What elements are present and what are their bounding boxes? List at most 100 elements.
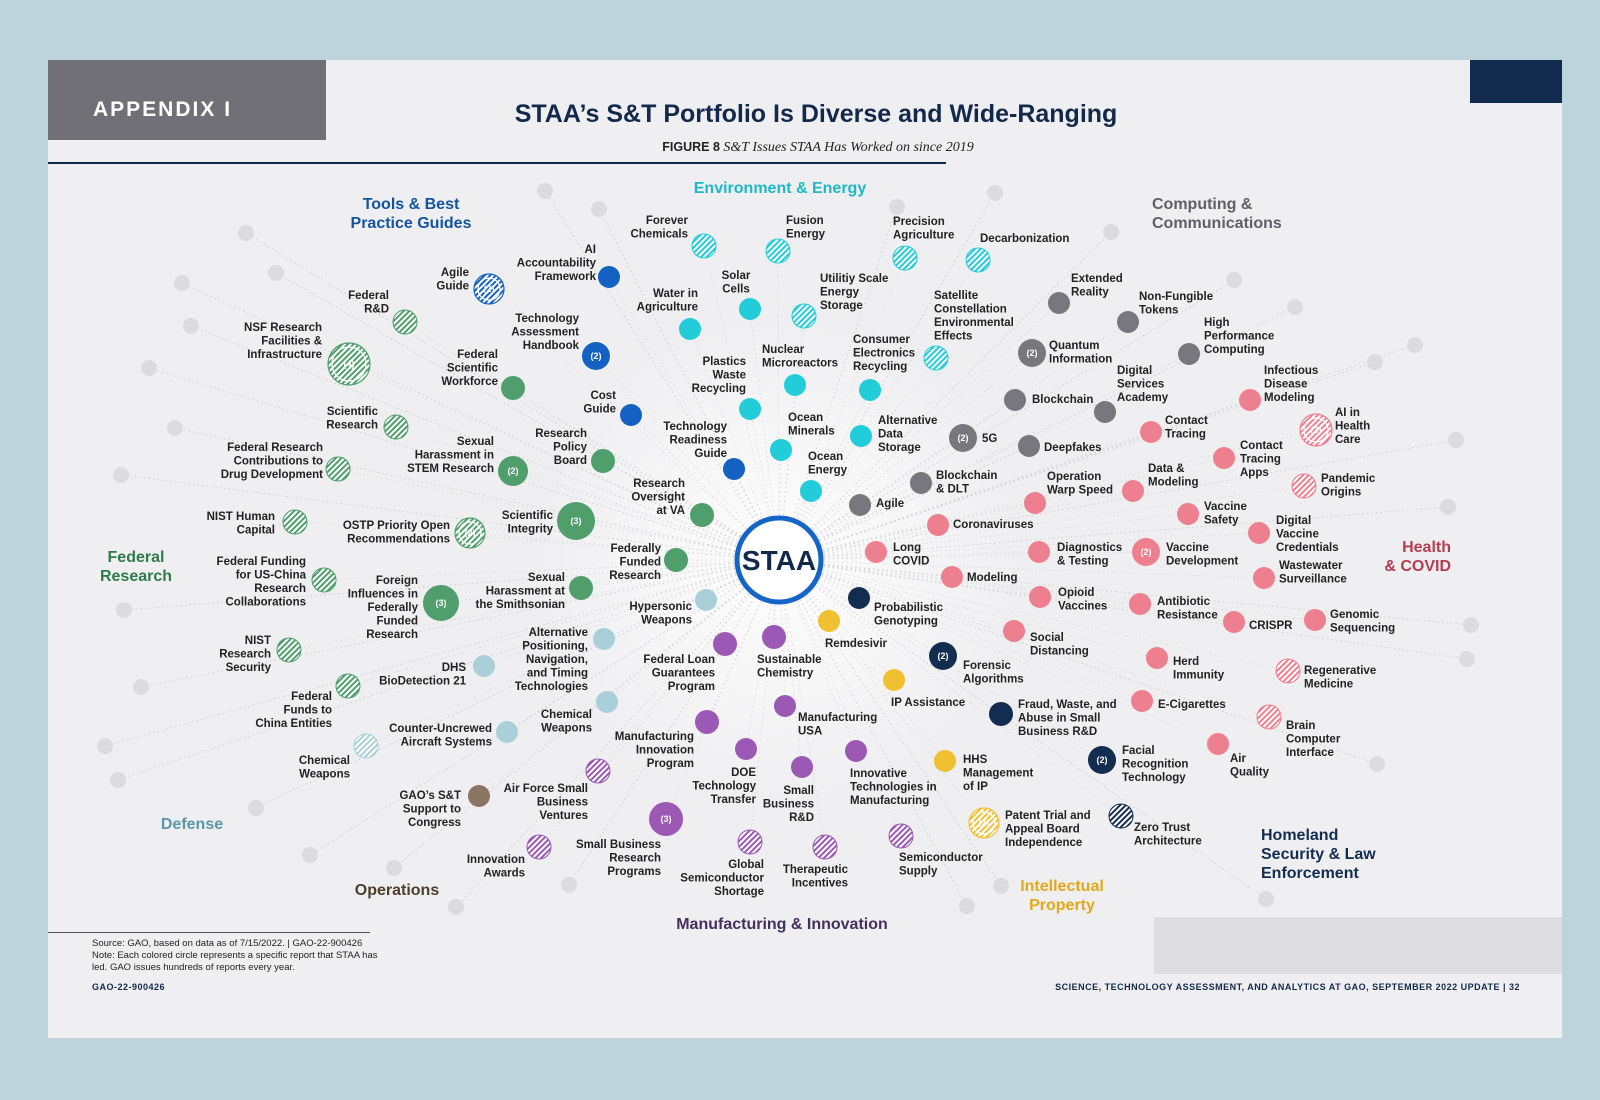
ray-line xyxy=(190,325,780,561)
report-count: (3) xyxy=(1311,425,1322,435)
issued-circle xyxy=(941,566,963,588)
ray-line xyxy=(778,344,1416,561)
ray-line xyxy=(778,506,1449,561)
topic-label: Extended Reality xyxy=(1071,273,1123,299)
issued-ongoing-ring xyxy=(477,277,501,301)
issued-circle xyxy=(848,587,870,609)
topic-label: Contact Tracing Apps xyxy=(1240,440,1283,479)
corner-accent xyxy=(1470,60,1562,103)
topic-label: NSF Research Facilities & Infrastructure xyxy=(244,322,322,361)
topic-label: Remdesivir xyxy=(825,638,888,650)
ray-line xyxy=(778,559,1122,817)
topic-node: Probabilistic Genotyping xyxy=(848,587,944,628)
note-line: Note: Each colored circle represents a s… xyxy=(92,950,378,973)
faint-circle xyxy=(993,878,1009,894)
ray-line xyxy=(778,504,861,561)
topic-node: Counter-Uncrewed Aircraft Systems xyxy=(389,721,518,749)
ongoing-circle xyxy=(282,509,308,535)
ongoing-circle xyxy=(392,309,418,335)
topic-label: Deepfakes xyxy=(1044,442,1102,454)
ray-line xyxy=(778,559,953,578)
faint-circle xyxy=(1287,299,1303,315)
ray-line xyxy=(597,559,780,772)
ray-line xyxy=(778,321,1129,561)
topic-node: Federal R&D xyxy=(348,290,418,335)
topic-label: Antibiotic Resistance xyxy=(1157,596,1218,622)
topic-label: Coronaviruses xyxy=(953,519,1034,531)
faint-circle xyxy=(561,877,577,893)
appendix-banner: APPENDIX I xyxy=(48,60,326,140)
issued-circle xyxy=(770,439,792,461)
issued-circle xyxy=(774,695,796,717)
ray-line xyxy=(778,559,857,752)
topic-node: AI Accountability Framework xyxy=(517,244,620,288)
topic-node: Chemical Weapons xyxy=(541,691,618,735)
faint-circle xyxy=(110,772,126,788)
ray-line xyxy=(778,559,1158,659)
topic-label: 5G xyxy=(982,433,997,445)
topic-node: Solar Cells xyxy=(722,270,761,320)
topic-label: Technology Assessment Handbook xyxy=(511,313,579,352)
topic-node: Social Distancing xyxy=(1003,620,1089,658)
issued-circle xyxy=(649,802,683,836)
faint-circle xyxy=(1103,224,1119,240)
topic-node: Chemical Weapons xyxy=(299,733,379,781)
topic-label: Vaccine Development xyxy=(1166,542,1238,568)
issued-circle xyxy=(1213,447,1235,469)
figure-caption-text: S&T Issues STAA Has Worked on since 2019 xyxy=(723,140,974,155)
topic-label: Innovative Technologies in Manufacturing xyxy=(850,768,937,807)
topic-label: GAO’s S&T Support to Congress xyxy=(399,790,461,829)
topic-label: Agile Guide xyxy=(436,267,469,293)
ray-line xyxy=(404,321,780,561)
report-count: (2) xyxy=(465,528,476,538)
ray-line xyxy=(778,259,979,561)
ray-line xyxy=(778,445,1030,561)
topic-label: DHS BioDetection 21 xyxy=(379,662,467,688)
topic-node: (2) Sexual Harassment in STEM Research xyxy=(407,436,528,486)
ray-line xyxy=(393,559,780,869)
ray-line xyxy=(778,559,1468,660)
topic-node: Alternative Data Storage xyxy=(850,415,937,454)
category-label: Environment & Energy xyxy=(694,180,867,197)
category-label: Homeland Security & Law Enforcement xyxy=(1261,827,1376,882)
topic-label: Ocean Minerals xyxy=(788,412,835,438)
topic-label: Satellite Constellation Environmental Effec… xyxy=(934,290,1014,343)
topic-label: Forensic Algorithms xyxy=(963,660,1024,686)
topic-node: Blockchain & DLT xyxy=(910,470,997,496)
topic-node: Air Quality xyxy=(1207,733,1270,779)
ray-line xyxy=(778,559,1378,765)
issued-circle xyxy=(929,642,957,670)
topic-label: Sexual Harassment at the Smithsonian xyxy=(476,572,566,611)
topic-label: Social Distancing xyxy=(1030,632,1089,658)
topic-node: Plastics Waste Recycling xyxy=(692,356,761,420)
topic-node: Extended Reality xyxy=(1048,273,1123,314)
ongoing-circle xyxy=(353,733,379,759)
topic-label: Therapeutic Incentives xyxy=(783,864,849,890)
topic-node: (3) Small Business Research Programs xyxy=(576,802,683,878)
ray-line xyxy=(148,367,780,561)
topic-label: Innovation Awards xyxy=(467,854,525,880)
topic-node: Research Oversight at VA xyxy=(631,478,714,527)
topic-label: AI Accountability Framework xyxy=(517,244,597,283)
category-label: Manufacturing & Innovation xyxy=(676,916,888,933)
faint-circle xyxy=(116,602,132,618)
ongoing-circle xyxy=(691,233,717,259)
topic-node: DOE Technology Transfer xyxy=(692,738,757,806)
faint-circle xyxy=(1226,272,1242,288)
ray-line xyxy=(630,414,780,561)
issued-circle xyxy=(791,756,813,778)
topic-label: Genomic Sequencing xyxy=(1330,609,1395,635)
topic-node: Manufacturing USA xyxy=(774,695,877,738)
staa-hub: STAA xyxy=(734,515,824,605)
topic-node: (2) Technology Assessment Handbook xyxy=(511,313,610,370)
ray-line xyxy=(778,532,1260,561)
issued-circle xyxy=(1177,503,1199,525)
topic-label: Solar Cells xyxy=(722,270,751,296)
topic-node: NIST Research Security xyxy=(219,635,302,674)
topic-label: Fraud, Waste, and Abuse in Small Business … xyxy=(1018,699,1117,738)
ray-line xyxy=(512,387,780,561)
topic-node: Antibiotic Resistance xyxy=(1129,593,1218,622)
category-label: Tools & Best Practice Guides xyxy=(351,196,472,232)
ray-line xyxy=(580,559,780,589)
ray-line xyxy=(724,559,780,645)
